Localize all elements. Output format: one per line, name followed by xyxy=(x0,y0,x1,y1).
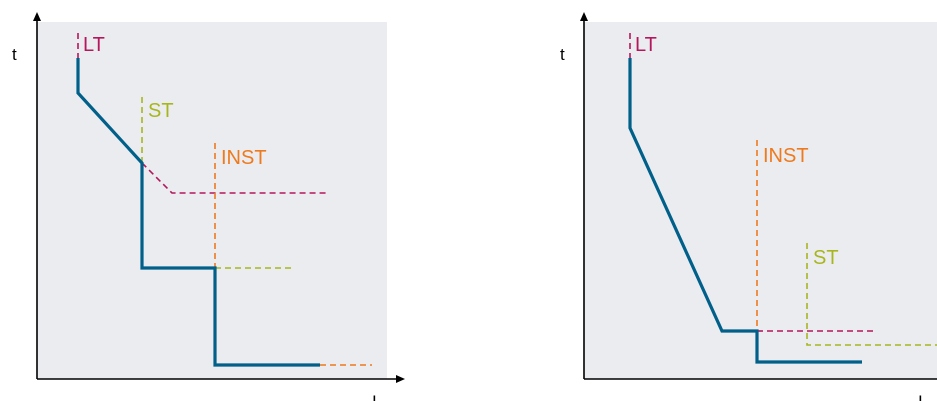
left-diagram: t I LT ST INST xyxy=(12,12,405,401)
left-lt-label: LT xyxy=(83,34,105,56)
left-inst-label: INST xyxy=(221,147,267,169)
right-trip-curve xyxy=(628,58,862,364)
right-lt-label: LT xyxy=(635,34,657,56)
right-st-dash xyxy=(806,243,937,346)
right-diagram: t I LT INST ST xyxy=(560,12,937,401)
left-x-axis-arrowhead xyxy=(396,375,405,383)
left-x-axis-label: I xyxy=(372,392,377,401)
left-y-axis-arrowhead xyxy=(33,12,41,21)
left-y-axis-label: t xyxy=(12,45,17,64)
right-y-axis-arrowhead xyxy=(580,12,588,21)
left-plot-background xyxy=(37,22,387,379)
left-st-label: ST xyxy=(148,100,174,122)
right-inst-label: INST xyxy=(763,145,809,167)
left-lt-curve-extension xyxy=(141,162,327,194)
right-st-label: ST xyxy=(813,247,839,269)
left-trip-curve xyxy=(76,58,320,367)
right-x-axis-label: I xyxy=(918,392,923,401)
right-y-axis-label: t xyxy=(560,45,565,64)
right-plot-background xyxy=(584,22,937,379)
